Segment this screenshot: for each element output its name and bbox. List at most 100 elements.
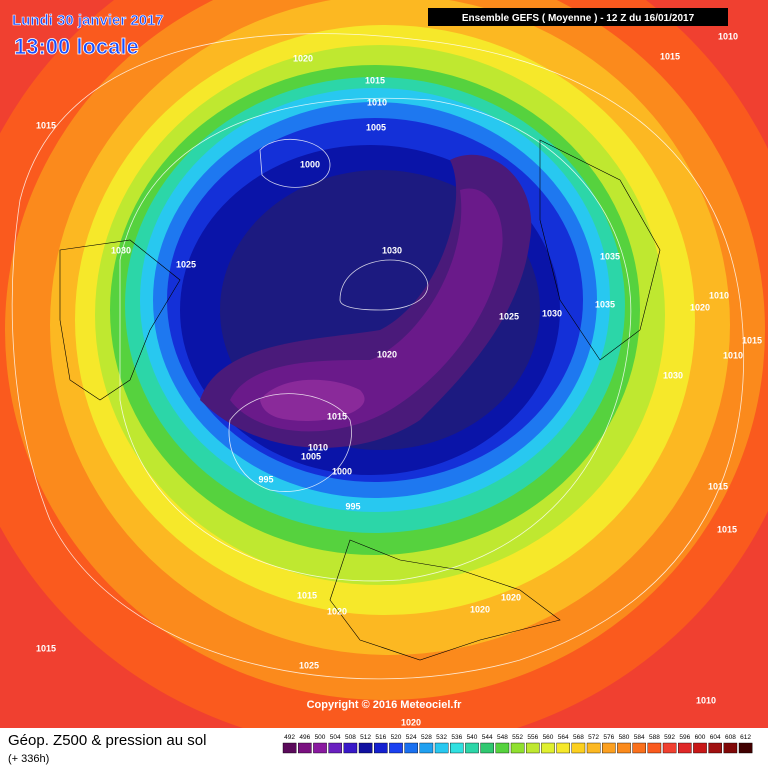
isobar-label: 1015 [660, 51, 680, 61]
isobar-label: 995 [345, 501, 360, 511]
geopotential-bands [0, 0, 768, 750]
coastlines [59, 139, 661, 661]
isobar-label: 1010 [696, 695, 716, 705]
isobar-label: 1015 [36, 643, 56, 653]
isobar-label: 1010 [308, 442, 328, 452]
isobar-label: 1020 [470, 604, 490, 614]
scale-label: 576 [603, 734, 614, 741]
scale-swatch [708, 742, 722, 754]
scale-swatch [571, 742, 586, 754]
isobar-labels: 1010101510201015101010051015100010301025… [36, 31, 762, 727]
scale-swatch [298, 742, 312, 754]
isobar-label: 1015 [708, 481, 728, 491]
scale-swatch [434, 742, 449, 754]
scale-swatch [617, 742, 631, 754]
isobar-label: 1020 [401, 717, 421, 727]
isobar-label: 1000 [332, 466, 352, 476]
date: Lundi 30 janvier 2017 [12, 12, 164, 29]
isobar-label: 995 [258, 474, 273, 484]
scale-label: 504 [330, 734, 341, 741]
scale-swatch [374, 742, 388, 754]
scale-swatch [328, 742, 343, 754]
isobar-label: 1020 [377, 349, 397, 359]
footer-title: Géop. Z500 & pression au sol [8, 732, 206, 749]
scale-swatch [282, 742, 297, 754]
scale-label: 596 [679, 734, 690, 741]
time: 13:00 locale [14, 34, 139, 59]
scale-label: 508 [345, 734, 356, 741]
scale-swatch [480, 742, 495, 754]
isobar-label: 1030 [542, 308, 562, 318]
scale-label: 520 [391, 734, 402, 741]
isobar-label: 1025 [299, 660, 319, 670]
run-box [428, 8, 728, 26]
scale-swatch [495, 742, 510, 754]
isobar-label: 1015 [36, 120, 56, 130]
scale-swatch [632, 742, 646, 754]
scale-label: 608 [725, 734, 736, 741]
scale-swatch [313, 742, 327, 754]
isobar-label: 1035 [600, 251, 620, 261]
isobar-label: 1025 [176, 259, 196, 269]
scale-label: 592 [664, 734, 675, 741]
isobar-label: 1025 [499, 311, 519, 321]
scale-swatch [541, 742, 555, 754]
scale-label: 600 [695, 734, 706, 741]
scale-swatch [526, 742, 540, 754]
run-info: Ensemble GEFS ( Moyenne ) - 12 Z du 16/0… [462, 13, 695, 24]
scale-swatch [389, 742, 403, 754]
scale-swatch [586, 742, 601, 754]
scale-swatch [693, 742, 707, 754]
scale-swatch [465, 742, 479, 754]
isobar-label: 1005 [301, 451, 321, 461]
scale-label: 588 [649, 734, 660, 741]
scale-label: 552 [512, 734, 523, 741]
isobar-label: 1015 [327, 411, 347, 421]
isobar-label: 1000 [300, 159, 320, 169]
scale-label: 536 [451, 734, 462, 741]
scale-swatch [556, 742, 570, 754]
isobar-label: 1015 [365, 75, 385, 85]
scale-label: 604 [710, 734, 721, 741]
scale-label: 492 [284, 734, 295, 741]
isobar-label: 1030 [382, 245, 402, 255]
scale-swatch [450, 742, 464, 754]
scale-label: 560 [543, 734, 554, 741]
scale-swatch [358, 742, 373, 754]
footer-lead: (+ 336h) [8, 753, 49, 765]
isobar-label: 1020 [293, 53, 313, 63]
color-scale: 492 496 500 504 508 512 516 520 524 528 532 536 540 5… [282, 734, 753, 754]
isobar-label: 1015 [297, 590, 317, 600]
scale-label: 580 [619, 734, 630, 741]
isobar-label: 1010 [367, 97, 387, 107]
scale-label: 500 [315, 734, 326, 741]
isobar-label: 1020 [327, 606, 347, 616]
scale-label: 568 [573, 734, 584, 741]
copyright: Copyright © 2016 Meteociel.fr [307, 699, 463, 711]
isobars [11, 33, 745, 680]
isobar-label: 1005 [366, 122, 386, 132]
scale-label: 516 [375, 734, 386, 741]
scale-label: 564 [558, 734, 569, 741]
scale-label: 544 [482, 734, 493, 741]
scale-swatch [678, 742, 692, 754]
scale-swatch [738, 742, 753, 754]
scale-swatch [419, 742, 434, 754]
scale-label: 532 [436, 734, 447, 741]
scale-label: 496 [299, 734, 310, 741]
isobar-label: 1030 [111, 245, 131, 255]
scale-label: 524 [406, 734, 417, 741]
isobar-label: 1015 [717, 524, 737, 534]
scale-swatch [723, 742, 738, 754]
scale-label: 548 [497, 734, 508, 741]
scale-swatch [510, 742, 525, 754]
scale-label: 612 [740, 734, 751, 741]
scale-label: 572 [588, 734, 599, 741]
isobar-label: 1010 [709, 290, 729, 300]
scale-swatch [404, 742, 419, 754]
isobar-label: 1010 [723, 350, 743, 360]
isobar-label: 1020 [690, 302, 710, 312]
scale-label: 512 [360, 734, 371, 741]
scale-label: 556 [527, 734, 538, 741]
